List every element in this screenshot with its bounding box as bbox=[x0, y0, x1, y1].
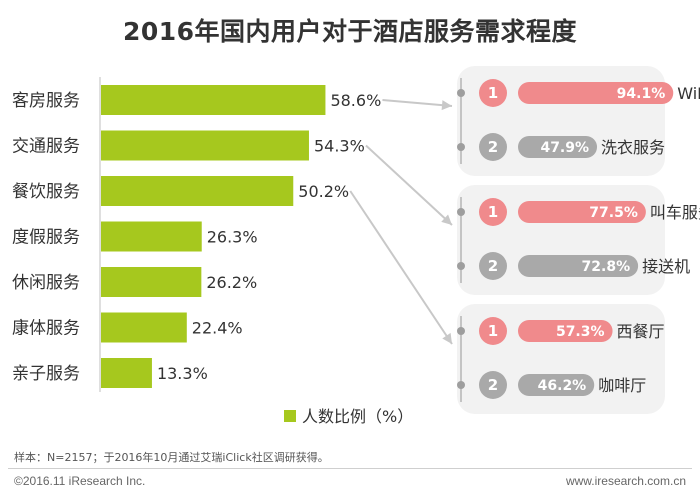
rank-badge bbox=[479, 371, 507, 399]
bracket-dot bbox=[457, 208, 465, 216]
legend-label: 人数比例（%） bbox=[302, 407, 413, 426]
category-label: 客房服务 bbox=[12, 91, 80, 111]
bar bbox=[101, 312, 187, 343]
bar bbox=[101, 358, 152, 388]
bar bbox=[101, 221, 202, 252]
breakdown-bar bbox=[518, 82, 674, 104]
breakdown-label: 接送机 bbox=[642, 257, 690, 276]
rank-badge bbox=[479, 133, 507, 161]
value-label: 58.6% bbox=[330, 91, 381, 110]
connector-line bbox=[382, 99, 453, 107]
rank-number: 1 bbox=[488, 203, 498, 221]
value-label: 50.2% bbox=[298, 182, 349, 201]
value-label: 22.4% bbox=[192, 319, 243, 338]
category-label: 交通服务 bbox=[12, 137, 80, 157]
rank-badge bbox=[479, 198, 507, 226]
footer-note: 样本：N=2157；于2016年10月通过艾瑞iClick社区调研获得。 bbox=[14, 451, 329, 464]
bar bbox=[101, 130, 309, 161]
rank-badge bbox=[479, 317, 507, 345]
rank-number: 1 bbox=[488, 84, 498, 102]
bracket-dot bbox=[457, 381, 465, 389]
breakdown-value: 72.8% bbox=[582, 259, 631, 275]
breakdown-label: 西餐厅 bbox=[617, 322, 665, 341]
breakdown-label: 洗衣服务 bbox=[601, 138, 665, 157]
bar bbox=[101, 176, 294, 206]
breakdown-value: 47.9% bbox=[540, 140, 589, 156]
breakdown-value: 46.2% bbox=[538, 378, 587, 394]
category-label: 休闲服务 bbox=[12, 273, 80, 293]
value-label: 54.3% bbox=[314, 137, 365, 156]
category-label: 康体服务 bbox=[12, 319, 80, 339]
value-label: 13.3% bbox=[157, 364, 208, 383]
rank-badge bbox=[479, 79, 507, 107]
breakdown-label: 咖啡厅 bbox=[598, 376, 646, 395]
breakdown-bar bbox=[518, 374, 595, 396]
connector-line bbox=[349, 190, 453, 345]
category-label: 度假服务 bbox=[12, 228, 80, 248]
bracket-dot bbox=[457, 327, 465, 335]
rank-badge bbox=[479, 252, 507, 280]
value-label: 26.2% bbox=[206, 273, 257, 292]
footer-copyright: ©2016.11 iResearch Inc. bbox=[14, 474, 146, 488]
breakdown-bar bbox=[518, 255, 639, 277]
chart-title: 2016年国内用户对于酒店服务需求程度 bbox=[122, 17, 578, 46]
connector-arrowhead bbox=[441, 214, 452, 225]
connector-arrowhead bbox=[442, 332, 452, 344]
category-label: 餐饮服务 bbox=[12, 182, 80, 202]
breakdown-bar bbox=[518, 201, 646, 223]
rank-number: 2 bbox=[488, 376, 498, 394]
bar bbox=[101, 267, 202, 297]
breakdown-value: 77.5% bbox=[589, 205, 638, 221]
breakdown-group bbox=[457, 304, 665, 414]
bar bbox=[101, 85, 326, 115]
legend-swatch bbox=[284, 410, 296, 422]
bracket-dot bbox=[457, 262, 465, 270]
category-label: 亲子服务 bbox=[12, 364, 80, 384]
bracket-dot bbox=[457, 143, 465, 151]
footer-divider bbox=[8, 468, 692, 469]
footer-url: www.iresearch.com.cn bbox=[565, 474, 686, 488]
breakdown-label: WiFi bbox=[677, 84, 700, 103]
rank-number: 2 bbox=[488, 138, 498, 156]
breakdown-value: 57.3% bbox=[556, 324, 605, 340]
rank-number: 2 bbox=[488, 257, 498, 275]
breakdown-bar bbox=[518, 320, 613, 342]
rank-number: 1 bbox=[488, 322, 498, 340]
connector-arrowhead bbox=[441, 100, 452, 111]
breakdown-value: 94.1% bbox=[617, 86, 666, 102]
bracket-dot bbox=[457, 89, 465, 97]
breakdown-label: 叫车服务 bbox=[650, 203, 700, 222]
value-label: 26.3% bbox=[207, 228, 258, 247]
connector-line bbox=[365, 144, 453, 226]
breakdown-bar bbox=[518, 136, 598, 158]
